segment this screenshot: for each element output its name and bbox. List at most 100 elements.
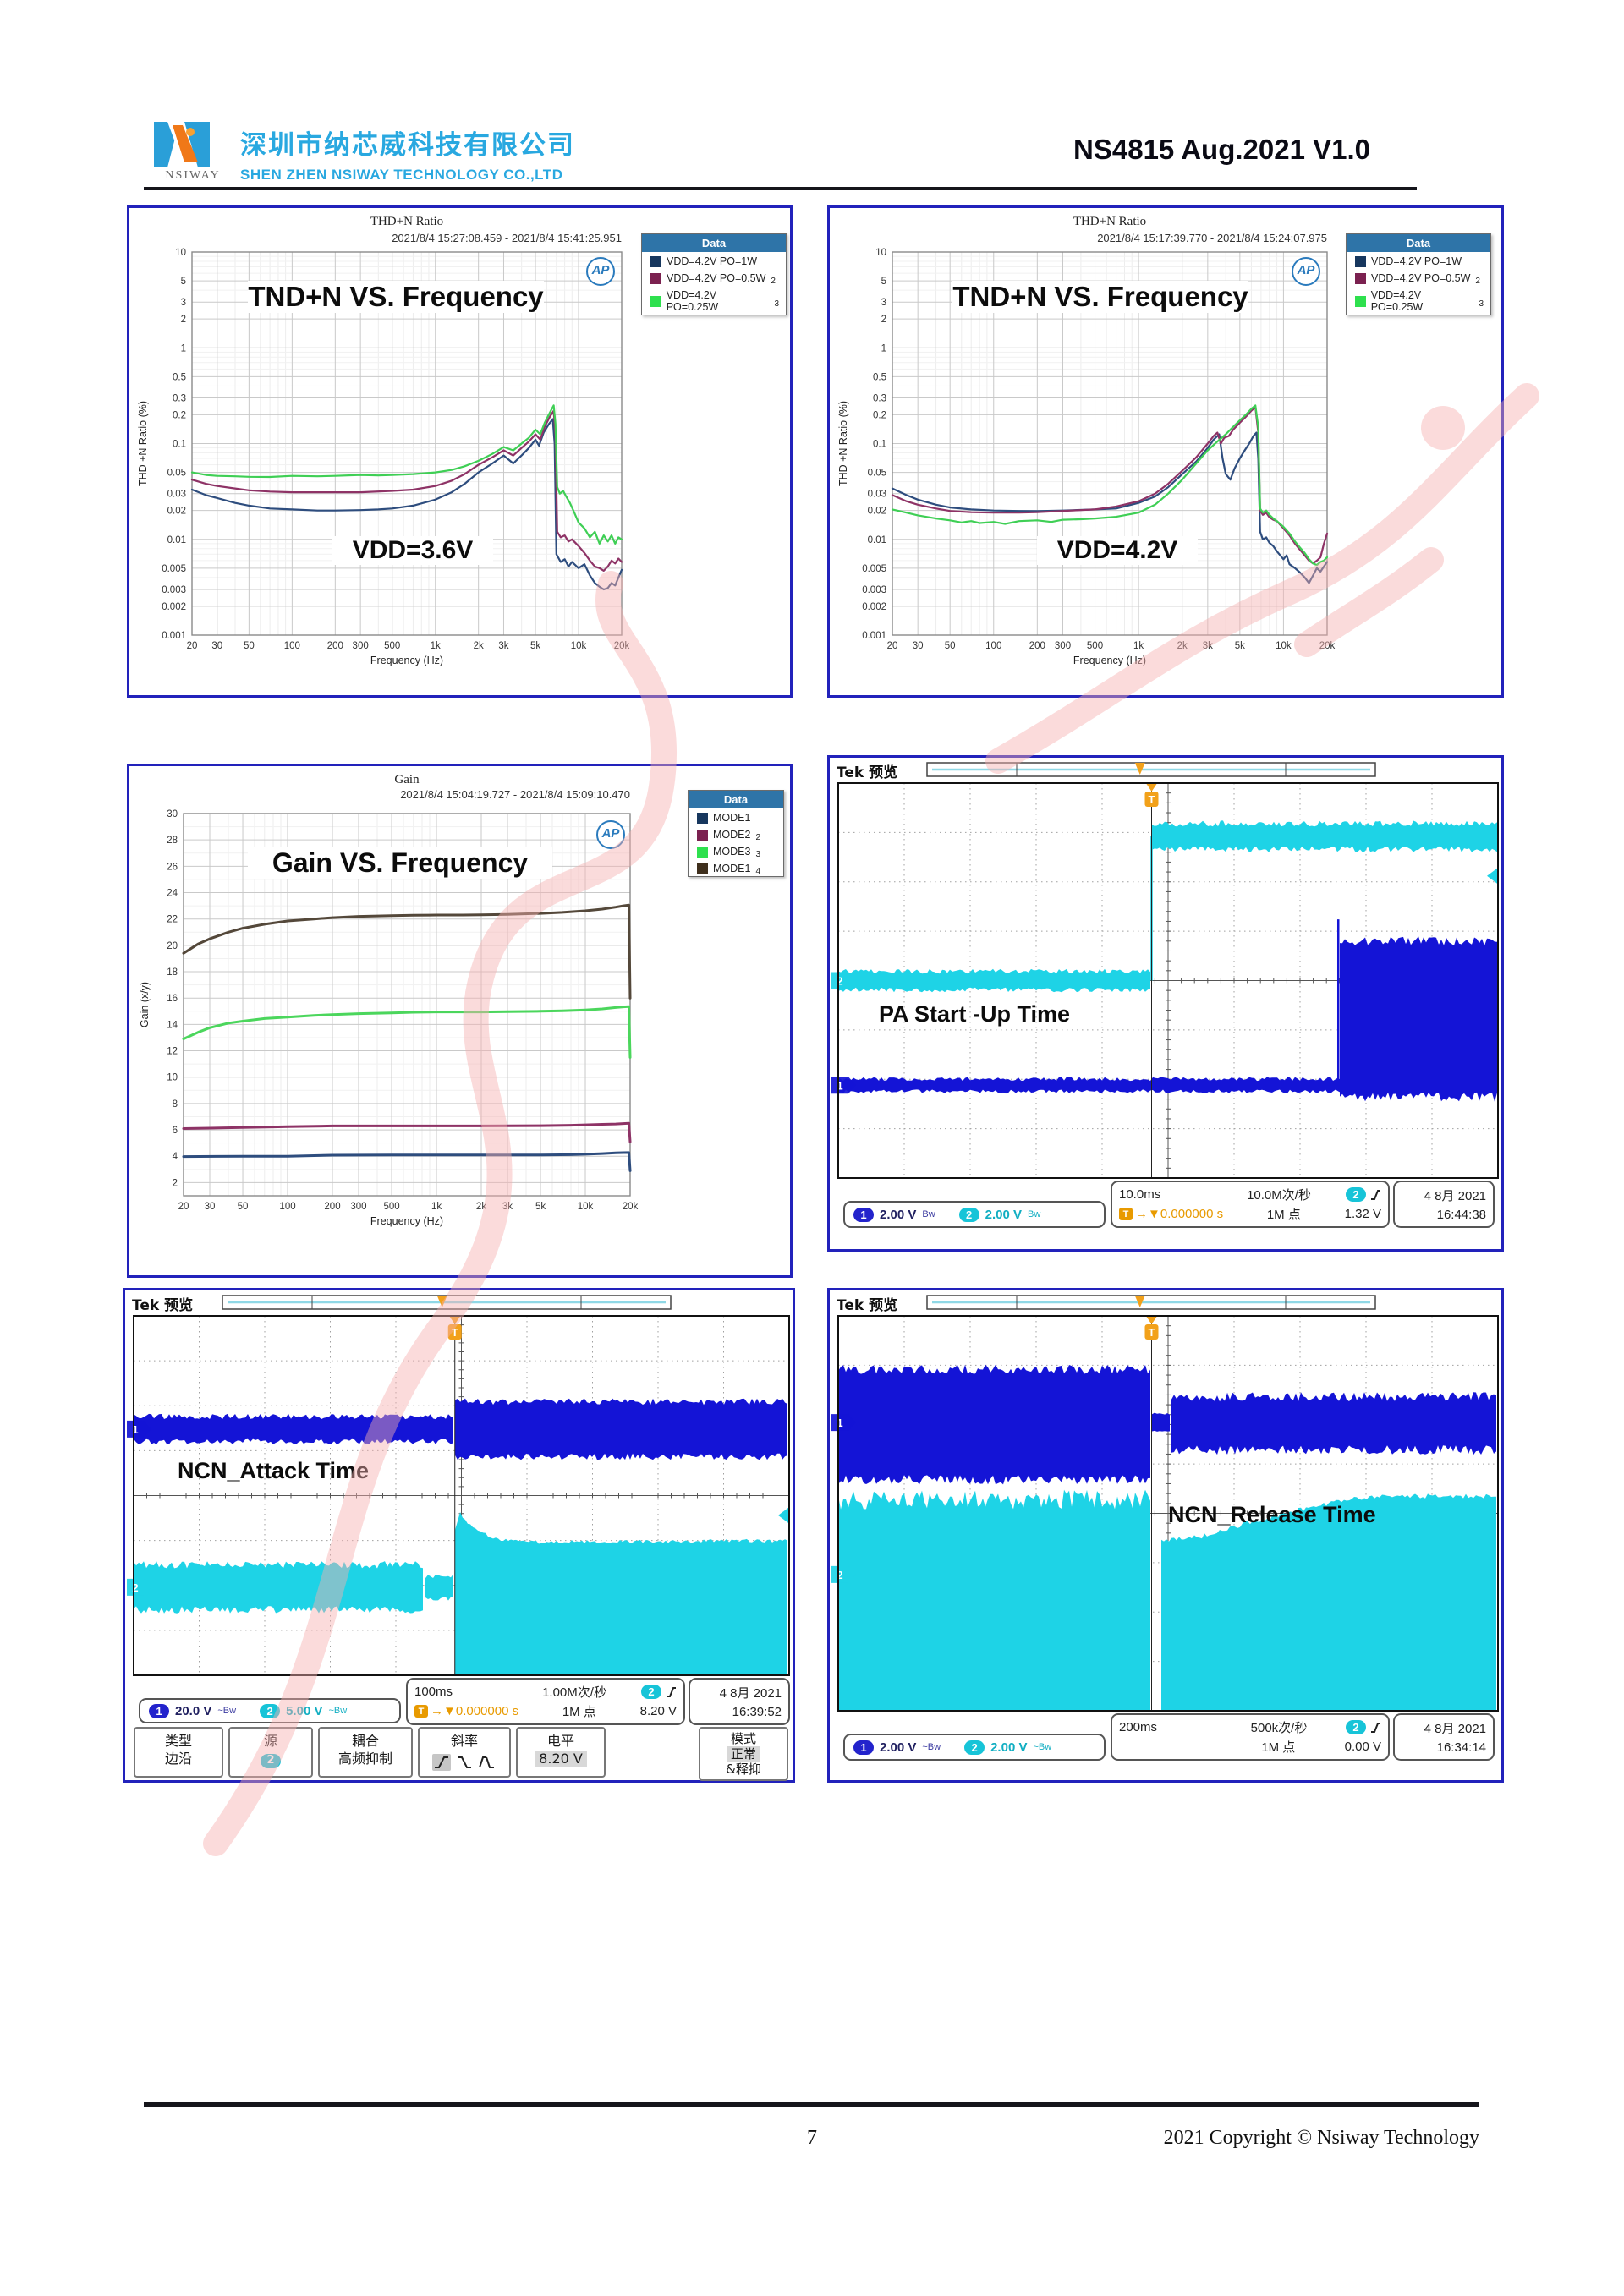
sample-rate: 500k次/秒 xyxy=(1250,1721,1308,1735)
pa-startup-scope-panel: T 1 2 Tek 预览 PA Start -Up Time 1 2.00 V Bw… xyxy=(827,755,1504,1252)
legend-body: VDD=4.2V PO=1W VDD=4.2V PO=0.5W 2 VDD=4.2V … xyxy=(642,252,786,315)
svg-text:30: 30 xyxy=(913,641,924,651)
ncn-attack-scope-panel: T 1 2 Tek 预览 NCN_Attack Time 1 20.0 V ~Bw … xyxy=(123,1288,795,1783)
menu-level-value: 8.20 V xyxy=(535,1750,587,1767)
svg-text:5: 5 xyxy=(881,277,886,287)
svg-text:28: 28 xyxy=(167,836,178,846)
svg-text:0.2: 0.2 xyxy=(873,410,886,420)
svg-text:30: 30 xyxy=(211,641,222,651)
svg-text:300: 300 xyxy=(350,1202,366,1212)
svg-text:10: 10 xyxy=(167,1073,178,1083)
legend-item: VDD=4.2V PO=0.5W 2 xyxy=(1347,269,1490,286)
trigger-icon: T xyxy=(1119,1208,1133,1220)
ch2-badge: 2 xyxy=(260,1703,281,1718)
svg-text:2: 2 xyxy=(837,1569,842,1581)
chart-annotation: TND+N VS. Frequency xyxy=(952,281,1248,313)
svg-text:T: T xyxy=(1149,1326,1155,1339)
company-name-en: SHEN ZHEN NSIWAY TECHNOLOGY CO.,LTD xyxy=(240,167,563,183)
chart-annotation: Gain VS. Frequency xyxy=(248,847,552,879)
svg-text:20: 20 xyxy=(178,1202,189,1212)
scope-annotation: NCN_Release Time xyxy=(1168,1502,1376,1527)
svg-text:0.03: 0.03 xyxy=(868,490,886,500)
svg-text:1k: 1k xyxy=(431,1202,442,1212)
svg-text:24: 24 xyxy=(167,889,178,899)
menu-mode-button[interactable]: 模式 正常 &释抑 xyxy=(699,1727,788,1781)
menu-mode-label: 模式 xyxy=(730,1731,756,1746)
svg-text:200: 200 xyxy=(324,1202,340,1212)
scope-time: 16:39:52 xyxy=(732,1705,782,1719)
scope-annotation: NCN_Attack Time xyxy=(178,1458,370,1483)
legend-item: VDD=4.2V PO=0.5W 2 xyxy=(642,269,786,286)
scope-date: 4 8月 2021 xyxy=(1424,1189,1486,1203)
legend-item: VDD=4.2V PO=1W xyxy=(1347,252,1490,269)
svg-text:3k: 3k xyxy=(498,641,508,651)
svg-text:20k: 20k xyxy=(623,1202,639,1212)
trigger-slope-icon xyxy=(1370,1189,1380,1200)
slope-rising-icon[interactable] xyxy=(432,1753,451,1771)
svg-text:3k: 3k xyxy=(502,1202,513,1212)
menu-slope-button[interactable]: 斜率 xyxy=(418,1727,511,1778)
svg-text:THD +N Ratio (%): THD +N Ratio (%) xyxy=(137,401,149,486)
svg-text:30: 30 xyxy=(205,1202,216,1212)
svg-text:20k: 20k xyxy=(614,641,630,651)
menu-level-button[interactable]: 电平 8.20 V xyxy=(516,1727,606,1778)
legend-item: MODE1 4 xyxy=(689,859,783,876)
legend-swatch xyxy=(697,829,708,841)
datetime-readout: 4 8月 2021 16:34:14 xyxy=(1393,1713,1495,1761)
record-length: 1M 点 xyxy=(1266,1208,1301,1222)
ap-logo: AP xyxy=(596,820,625,849)
tek-preview-label: Tek 预览 xyxy=(132,1297,194,1314)
menu-coupling-button[interactable]: 耦合 高频抑制 xyxy=(318,1727,413,1778)
svg-text:20: 20 xyxy=(887,641,898,651)
ch1-scale: 2.00 V xyxy=(880,1740,917,1755)
slope-both-icon[interactable] xyxy=(478,1754,497,1771)
ch2-bandwidth-icon: Bw xyxy=(1028,1209,1041,1219)
scope-date: 4 8月 2021 xyxy=(1424,1722,1486,1736)
timebase-trigger-readout: 200ms 500k次/秒 2 1M 点 0.00 V xyxy=(1111,1713,1390,1761)
trigger-level: 0.00 V xyxy=(1344,1740,1381,1754)
legend-header: Data xyxy=(1347,234,1490,252)
slope-falling-icon[interactable] xyxy=(455,1754,474,1771)
svg-text:Frequency (Hz): Frequency (Hz) xyxy=(1073,655,1146,666)
menu-source-button[interactable]: 源 2 xyxy=(228,1727,313,1778)
svg-text:10k: 10k xyxy=(571,641,587,651)
svg-text:2k: 2k xyxy=(1177,641,1188,651)
svg-text:0.001: 0.001 xyxy=(162,631,186,641)
svg-text:0.02: 0.02 xyxy=(167,507,186,517)
svg-text:0.003: 0.003 xyxy=(862,585,886,595)
svg-text:2: 2 xyxy=(132,1581,138,1594)
company-block: 深圳市纳芯威科技有限公司 SHEN ZHEN NSIWAY TECHNOLOGY… xyxy=(240,123,575,184)
legend-label: VDD=4.2V PO=0.5W xyxy=(667,272,766,284)
legend-item: VDD=4.2V PO=1W xyxy=(642,252,786,269)
ch2-coupling-icon: ~Bw xyxy=(1033,1742,1052,1752)
svg-text:5k: 5k xyxy=(1235,641,1245,651)
legend-label: VDD=4.2V PO=1W xyxy=(667,255,757,267)
time-per-div: 100ms xyxy=(414,1685,453,1699)
chart-annotation: TND+N VS. Frequency xyxy=(248,281,544,313)
svg-text:50: 50 xyxy=(945,641,956,651)
legend-label: VDD=4.2V PO=1W xyxy=(1371,255,1462,267)
legend-item: MODE1 xyxy=(689,808,783,825)
svg-text:3: 3 xyxy=(181,298,186,308)
ch1-badge: 1 xyxy=(853,1207,874,1222)
condition-label: VDD=3.6V xyxy=(332,536,493,565)
svg-text:0.1: 0.1 xyxy=(873,440,886,450)
svg-text:300: 300 xyxy=(353,641,369,651)
ch2-scale: 5.00 V xyxy=(286,1703,323,1718)
menu-type-button[interactable]: 类型 边沿 xyxy=(134,1727,223,1778)
ch2-scale: 2.00 V xyxy=(990,1740,1028,1755)
chart-title: THD+N Ratio xyxy=(370,215,444,228)
doc-title: NS4815 Aug.2021 V1.0 xyxy=(1073,134,1370,165)
svg-text:0.01: 0.01 xyxy=(167,535,186,545)
svg-text:2: 2 xyxy=(837,975,842,988)
svg-text:0.001: 0.001 xyxy=(862,631,886,641)
ch1-badge: 1 xyxy=(149,1703,169,1718)
svg-text:0.05: 0.05 xyxy=(167,469,186,479)
menu-mode-value2: &释抑 xyxy=(726,1762,761,1777)
scope-time: 16:34:14 xyxy=(1436,1740,1486,1755)
legend-swatch xyxy=(697,863,708,874)
svg-text:1k: 1k xyxy=(1133,641,1144,651)
svg-text:1k: 1k xyxy=(431,641,441,651)
channel-scale-readout: 1 2.00 V ~Bw 2 2.00 V ~Bw xyxy=(843,1734,1106,1761)
svg-text:0.003: 0.003 xyxy=(162,585,186,595)
